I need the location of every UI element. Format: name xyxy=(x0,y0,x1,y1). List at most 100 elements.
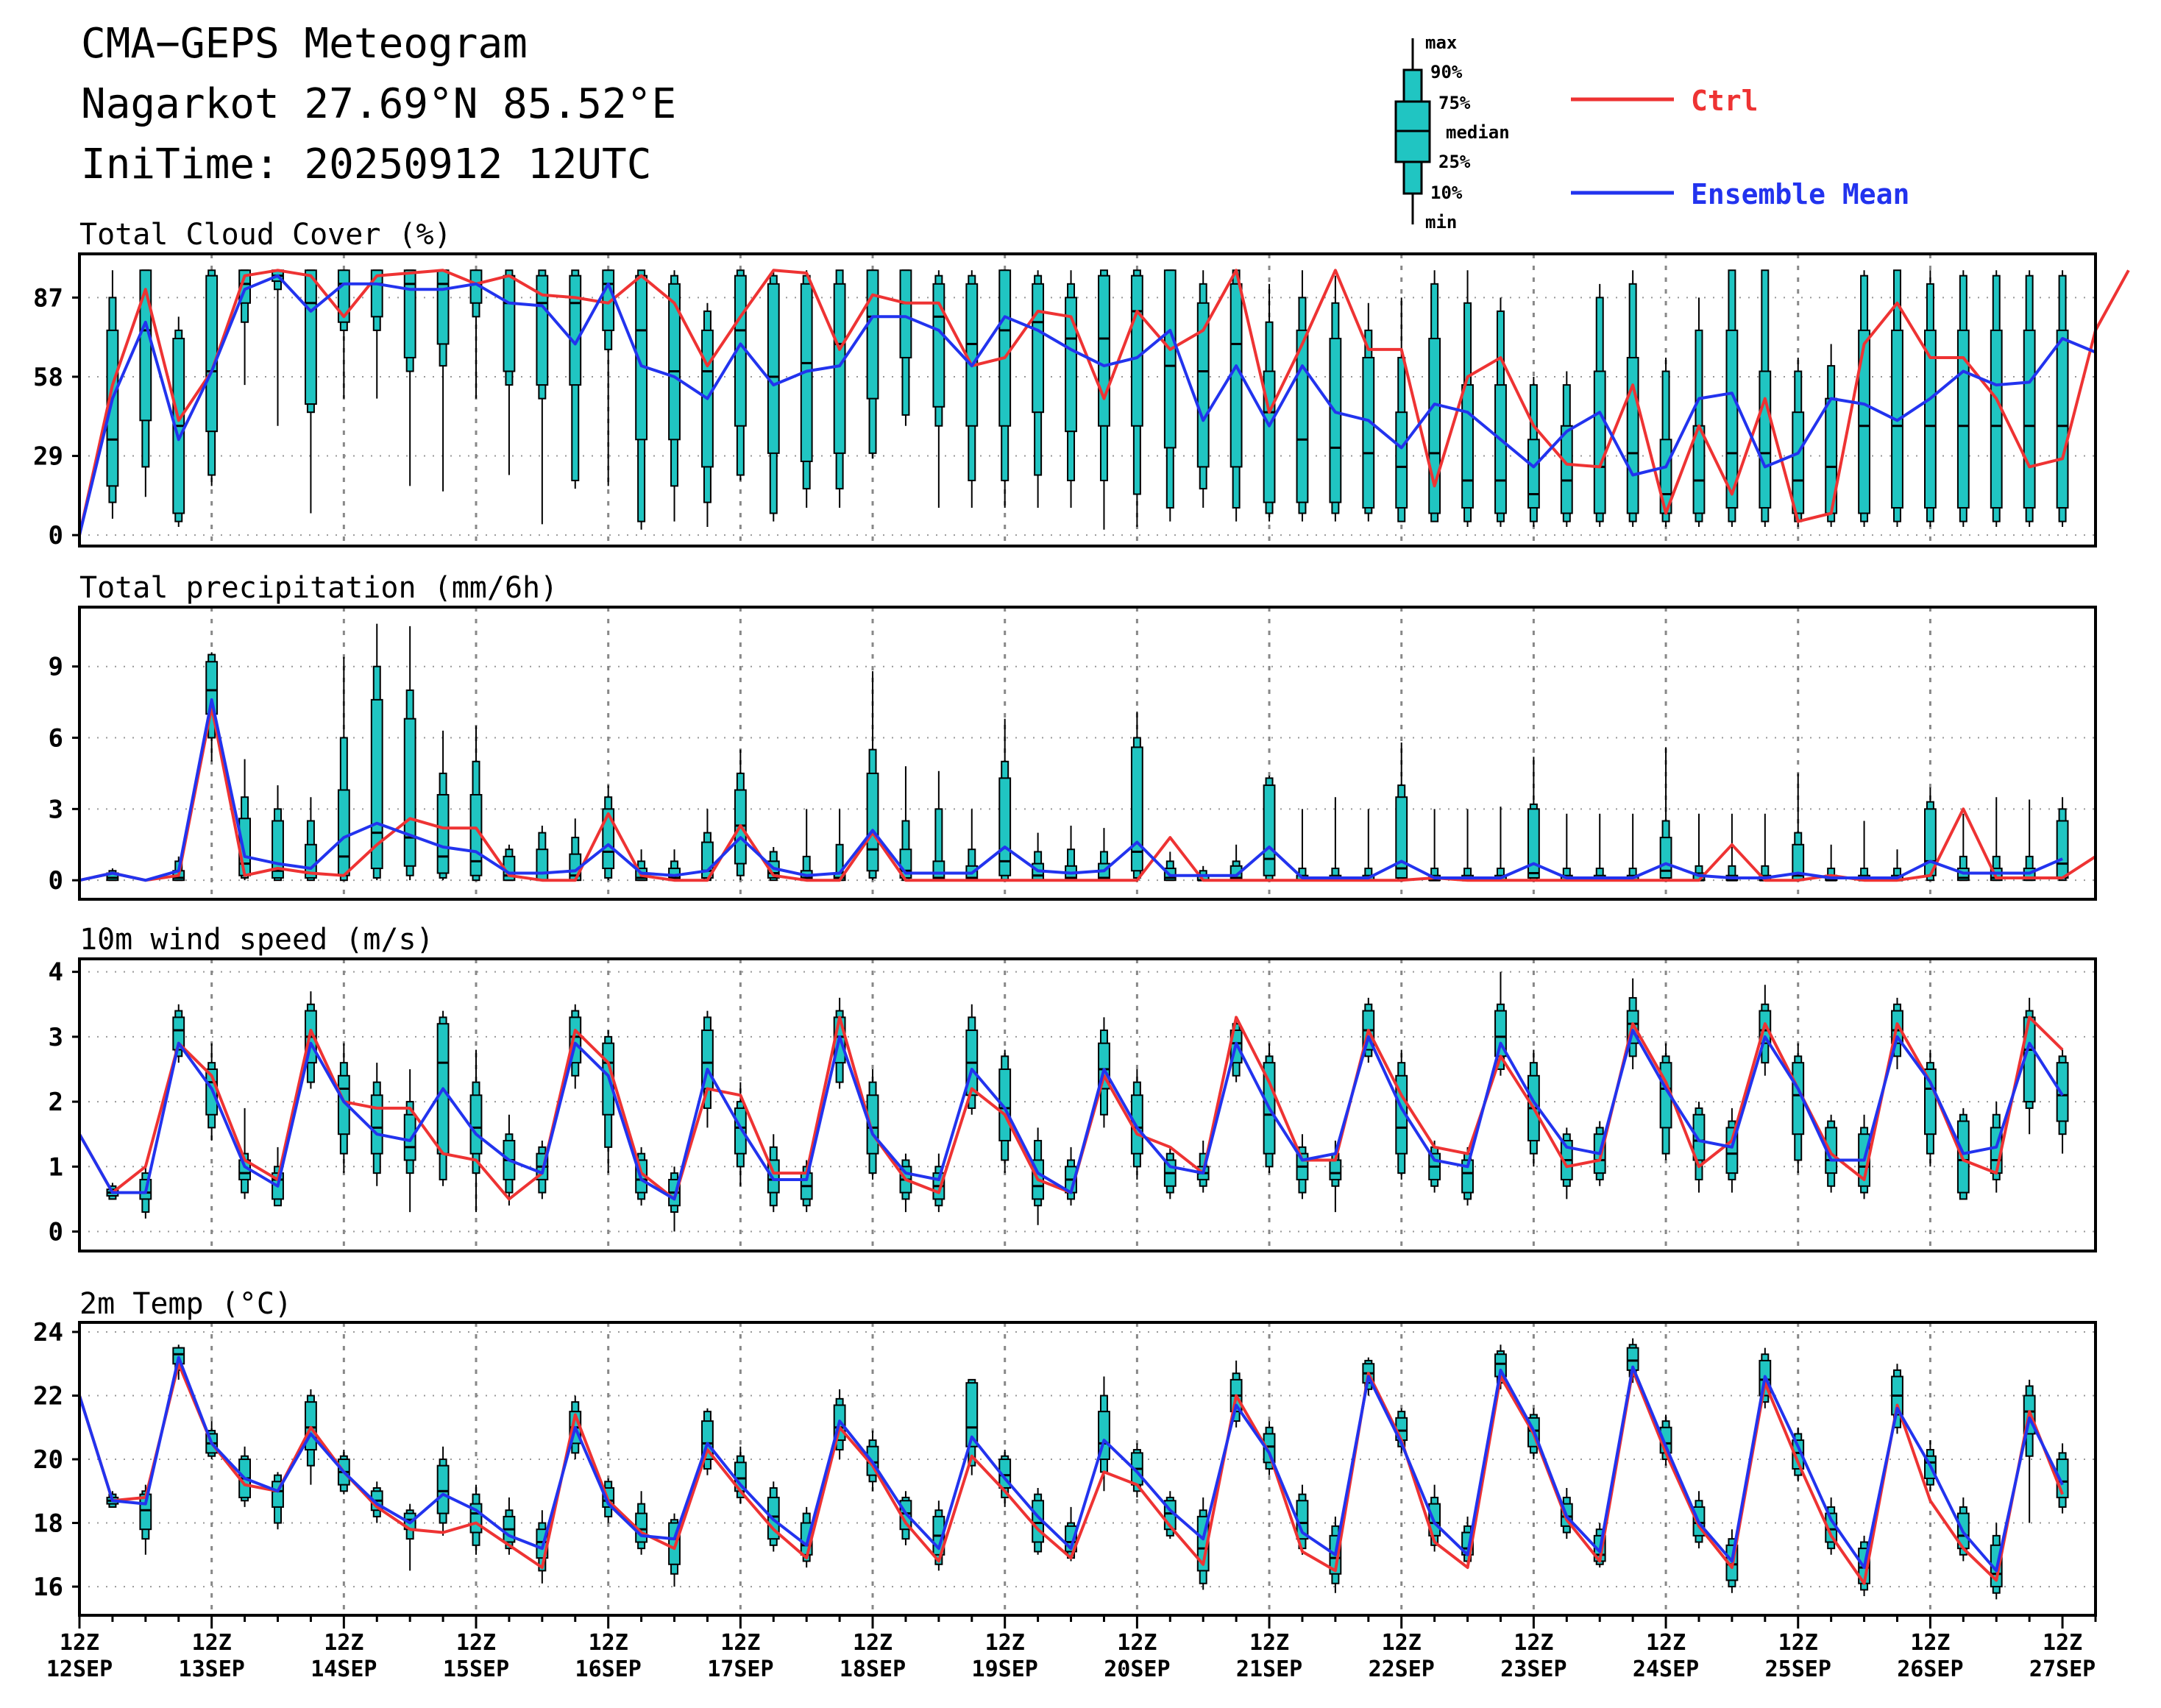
box-plot xyxy=(1527,376,1540,528)
y-tick-label: 4 xyxy=(49,958,63,988)
panel-frame xyxy=(78,957,2097,1252)
y-tick-label: 22 xyxy=(33,1382,63,1411)
box-plot xyxy=(602,1030,615,1174)
x-tick-hour: 12Z xyxy=(1910,1630,1950,1656)
box-plot xyxy=(998,718,1012,882)
x-tick-date: 12SEP xyxy=(46,1656,113,1682)
box-plot xyxy=(403,1503,416,1571)
box-plot xyxy=(932,270,945,508)
x-tick-date: 13SEP xyxy=(179,1656,245,1682)
box-inner xyxy=(1263,1433,1276,1464)
x-tick-date: 19SEP xyxy=(972,1656,1038,1682)
box-plot xyxy=(866,671,879,881)
box-plot xyxy=(1032,270,1045,508)
box-inner xyxy=(370,698,383,870)
mean-line xyxy=(78,1356,2064,1573)
box-plot xyxy=(1560,371,1573,528)
box-inner xyxy=(403,1113,416,1161)
x-tick-date: 17SEP xyxy=(707,1656,773,1682)
box-plot xyxy=(272,269,284,426)
box-inner xyxy=(1130,746,1143,872)
x-tick-hour: 12Z xyxy=(1249,1630,1289,1656)
box-plot xyxy=(932,770,945,882)
box-inner xyxy=(1263,784,1276,876)
box-plot xyxy=(1229,269,1243,522)
panel-1: Total precipitation (mm/6h) 0 3 6 9 xyxy=(49,571,2097,901)
box-inner xyxy=(1362,356,1375,509)
y-tick-label: 16 xyxy=(33,1573,63,1602)
y-tick-label: 2 xyxy=(49,1088,63,1117)
box-inner xyxy=(436,1464,450,1514)
box-inner xyxy=(1858,329,1870,514)
legend-label-10: 10% xyxy=(1430,183,1463,203)
box-plot xyxy=(1659,1043,1672,1160)
x-tick-date: 25SEP xyxy=(1765,1656,1831,1682)
init-time-label: IniTime: 20250912 12UTC xyxy=(81,141,651,188)
box-inner xyxy=(1329,338,1342,503)
x-tick-hour: 12Z xyxy=(853,1630,893,1656)
box-plot xyxy=(1461,270,1474,528)
box-plot xyxy=(635,269,648,530)
x-tick-date: 14SEP xyxy=(311,1656,377,1682)
box-plot xyxy=(1858,821,1870,882)
box-inner xyxy=(503,274,516,372)
box-plot xyxy=(1395,1049,1408,1180)
box-inner xyxy=(370,269,383,318)
box-plot xyxy=(899,766,912,882)
box-plot xyxy=(1759,813,1772,882)
x-tick-date: 24SEP xyxy=(1633,1656,1699,1682)
box-inner xyxy=(965,283,979,427)
box-plot xyxy=(866,269,879,459)
box-inner xyxy=(337,789,350,876)
box-inner xyxy=(1395,796,1408,879)
box-plot xyxy=(965,1378,979,1475)
x-tick-hour: 12Z xyxy=(324,1630,363,1656)
box-plot xyxy=(436,1010,450,1186)
box-inner xyxy=(602,808,615,870)
y-tick-label: 24 xyxy=(33,1318,63,1347)
y-tick-label: 0 xyxy=(49,866,63,896)
x-tick-hour: 12Z xyxy=(456,1630,496,1656)
box-plot xyxy=(1494,807,1507,882)
box-inner xyxy=(1792,1439,1805,1470)
panel-title: 10m wind speed (m/s) xyxy=(79,923,434,957)
box-plot xyxy=(1825,344,1838,528)
box-plot xyxy=(503,269,516,475)
box-plot xyxy=(337,269,350,399)
y-tick-label: 87 xyxy=(33,283,63,313)
box-inner xyxy=(238,818,252,876)
box-plot xyxy=(767,270,780,522)
box-plot xyxy=(899,269,912,426)
box-plot xyxy=(1163,269,1177,522)
legend-ctrl-label: Ctrl xyxy=(1691,85,1759,117)
box-inner xyxy=(1032,283,1045,414)
box-plot xyxy=(139,269,152,497)
box-inner xyxy=(1626,356,1639,514)
box-plot xyxy=(569,269,582,489)
box-plot xyxy=(1560,813,1573,882)
box-inner xyxy=(1527,439,1540,509)
box-plot xyxy=(1130,712,1143,881)
location-label: Nagarkot 27.69°N 85.52°E xyxy=(81,80,676,128)
box-inner xyxy=(403,269,416,358)
panel-title: Total Cloud Cover (%) xyxy=(79,218,452,252)
box-plot xyxy=(1692,813,1706,882)
x-tick-hour: 12Z xyxy=(60,1630,99,1656)
box-inner xyxy=(1725,329,1739,509)
box-inner xyxy=(1593,370,1606,514)
box-plot xyxy=(403,269,416,486)
panel-3: 2m Temp (°C) 16 18 20 22 24 xyxy=(33,1287,2097,1617)
box-inner xyxy=(436,269,450,345)
box-plot xyxy=(1362,809,1375,882)
box-plot xyxy=(1858,270,1870,528)
box-inner xyxy=(1296,329,1309,503)
box-inner xyxy=(370,1094,383,1155)
y-tick-label: 58 xyxy=(33,363,63,392)
box-inner xyxy=(1461,1159,1474,1194)
box-plot xyxy=(965,270,979,508)
mean-line xyxy=(78,1029,2064,1201)
box-inner xyxy=(403,717,416,867)
box-plot xyxy=(205,652,219,762)
box-plot xyxy=(701,1408,714,1475)
box-plot xyxy=(370,269,383,399)
